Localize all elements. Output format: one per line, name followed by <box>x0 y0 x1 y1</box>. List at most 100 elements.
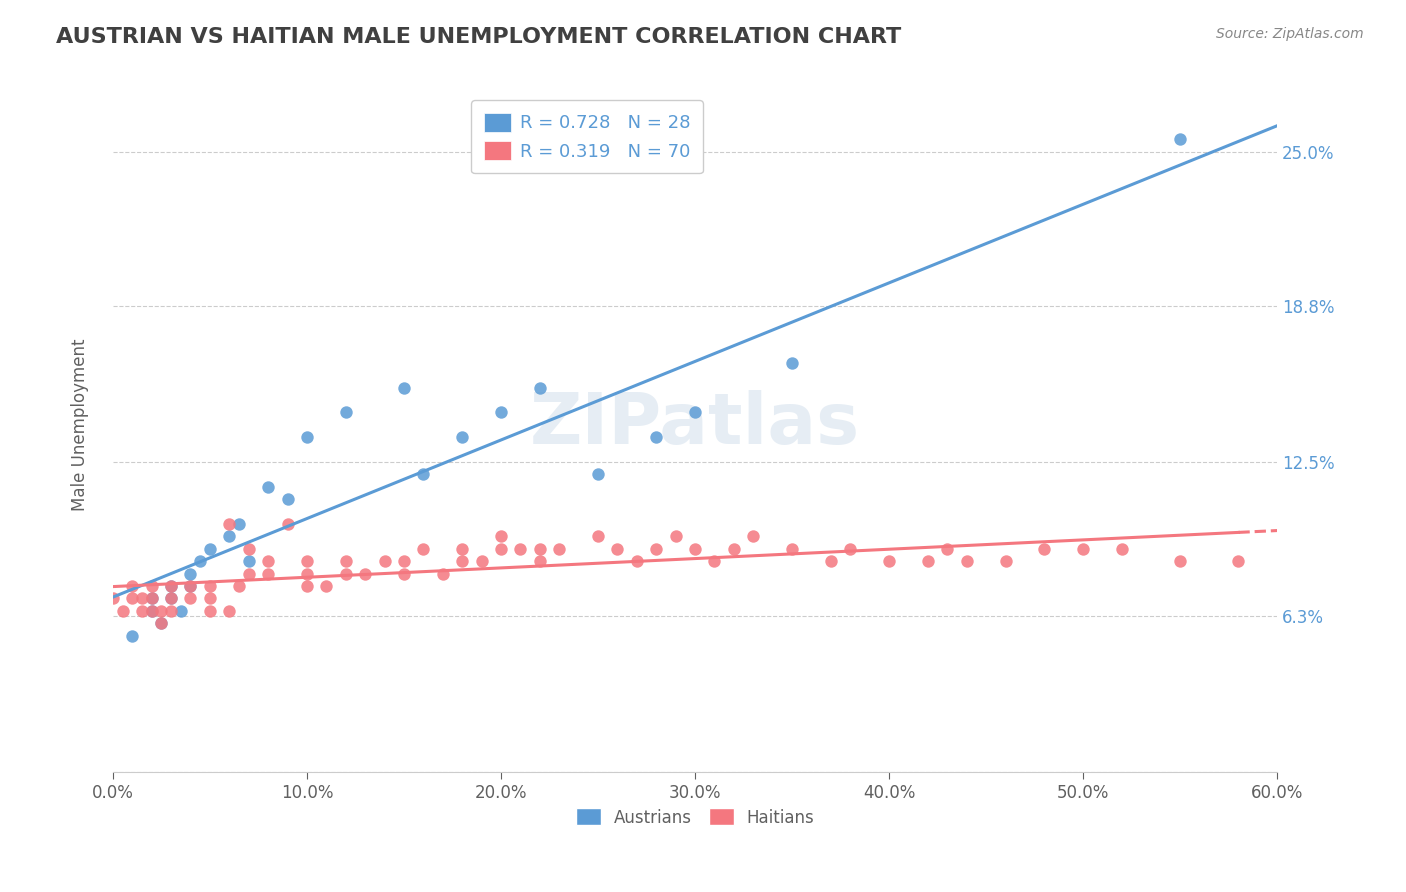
Point <box>451 554 474 568</box>
Point <box>489 529 512 543</box>
Point <box>471 554 494 568</box>
Point <box>198 541 221 556</box>
Point <box>150 616 173 631</box>
Point <box>723 541 745 556</box>
Point <box>257 566 280 581</box>
Point <box>606 541 628 556</box>
Point <box>179 579 201 593</box>
Point <box>626 554 648 568</box>
Point <box>141 604 163 618</box>
Point <box>665 529 688 543</box>
Point <box>257 554 280 568</box>
Point <box>218 529 240 543</box>
Point <box>917 554 939 568</box>
Point <box>198 591 221 606</box>
Point <box>1111 541 1133 556</box>
Point <box>1168 132 1191 146</box>
Point <box>586 467 609 482</box>
Point <box>179 566 201 581</box>
Point <box>218 516 240 531</box>
Point <box>150 604 173 618</box>
Point <box>412 541 434 556</box>
Point <box>529 380 551 394</box>
Point <box>820 554 842 568</box>
Point <box>877 554 900 568</box>
Point <box>392 566 415 581</box>
Point <box>228 579 250 593</box>
Point <box>780 541 803 556</box>
Point <box>354 566 377 581</box>
Point <box>276 492 298 507</box>
Text: AUSTRIAN VS HAITIAN MALE UNEMPLOYMENT CORRELATION CHART: AUSTRIAN VS HAITIAN MALE UNEMPLOYMENT CO… <box>56 27 901 46</box>
Point <box>936 541 959 556</box>
Point <box>683 405 706 419</box>
Point <box>141 604 163 618</box>
Point <box>238 554 260 568</box>
Point <box>160 579 183 593</box>
Point <box>295 579 318 593</box>
Point <box>315 579 337 593</box>
Point <box>335 566 357 581</box>
Point <box>509 541 531 556</box>
Point <box>839 541 862 556</box>
Point <box>218 604 240 618</box>
Point <box>141 591 163 606</box>
Point <box>392 380 415 394</box>
Point <box>131 591 153 606</box>
Point <box>374 554 396 568</box>
Point <box>1033 541 1056 556</box>
Point <box>742 529 765 543</box>
Point <box>179 579 201 593</box>
Point <box>645 541 668 556</box>
Point <box>131 604 153 618</box>
Point <box>295 554 318 568</box>
Point <box>150 616 173 631</box>
Point <box>529 554 551 568</box>
Point <box>160 604 183 618</box>
Point <box>170 604 193 618</box>
Point <box>141 591 163 606</box>
Point <box>179 591 201 606</box>
Point <box>645 430 668 444</box>
Point <box>101 591 124 606</box>
Point <box>1168 554 1191 568</box>
Point <box>121 629 143 643</box>
Point <box>257 480 280 494</box>
Point <box>160 579 183 593</box>
Point <box>238 566 260 581</box>
Point <box>276 516 298 531</box>
Point <box>198 604 221 618</box>
Point <box>392 554 415 568</box>
Point <box>529 541 551 556</box>
Point <box>703 554 725 568</box>
Point <box>1071 541 1094 556</box>
Y-axis label: Male Unemployment: Male Unemployment <box>72 338 89 511</box>
Point <box>141 579 163 593</box>
Point <box>956 554 979 568</box>
Point <box>228 516 250 531</box>
Point <box>994 554 1017 568</box>
Point <box>586 529 609 543</box>
Point <box>489 405 512 419</box>
Point <box>1227 554 1250 568</box>
Point <box>683 541 706 556</box>
Point <box>432 566 454 581</box>
Point <box>121 579 143 593</box>
Point <box>295 566 318 581</box>
Point <box>548 541 571 556</box>
Point <box>451 541 474 556</box>
Point <box>412 467 434 482</box>
Point <box>160 591 183 606</box>
Point <box>188 554 211 568</box>
Point <box>295 430 318 444</box>
Point <box>160 591 183 606</box>
Text: ZIPatlas: ZIPatlas <box>530 390 860 459</box>
Point <box>489 541 512 556</box>
Point <box>238 541 260 556</box>
Point <box>121 591 143 606</box>
Text: Source: ZipAtlas.com: Source: ZipAtlas.com <box>1216 27 1364 41</box>
Point <box>451 430 474 444</box>
Legend: Austrians, Haitians: Austrians, Haitians <box>569 802 821 833</box>
Point <box>335 405 357 419</box>
Point <box>111 604 134 618</box>
